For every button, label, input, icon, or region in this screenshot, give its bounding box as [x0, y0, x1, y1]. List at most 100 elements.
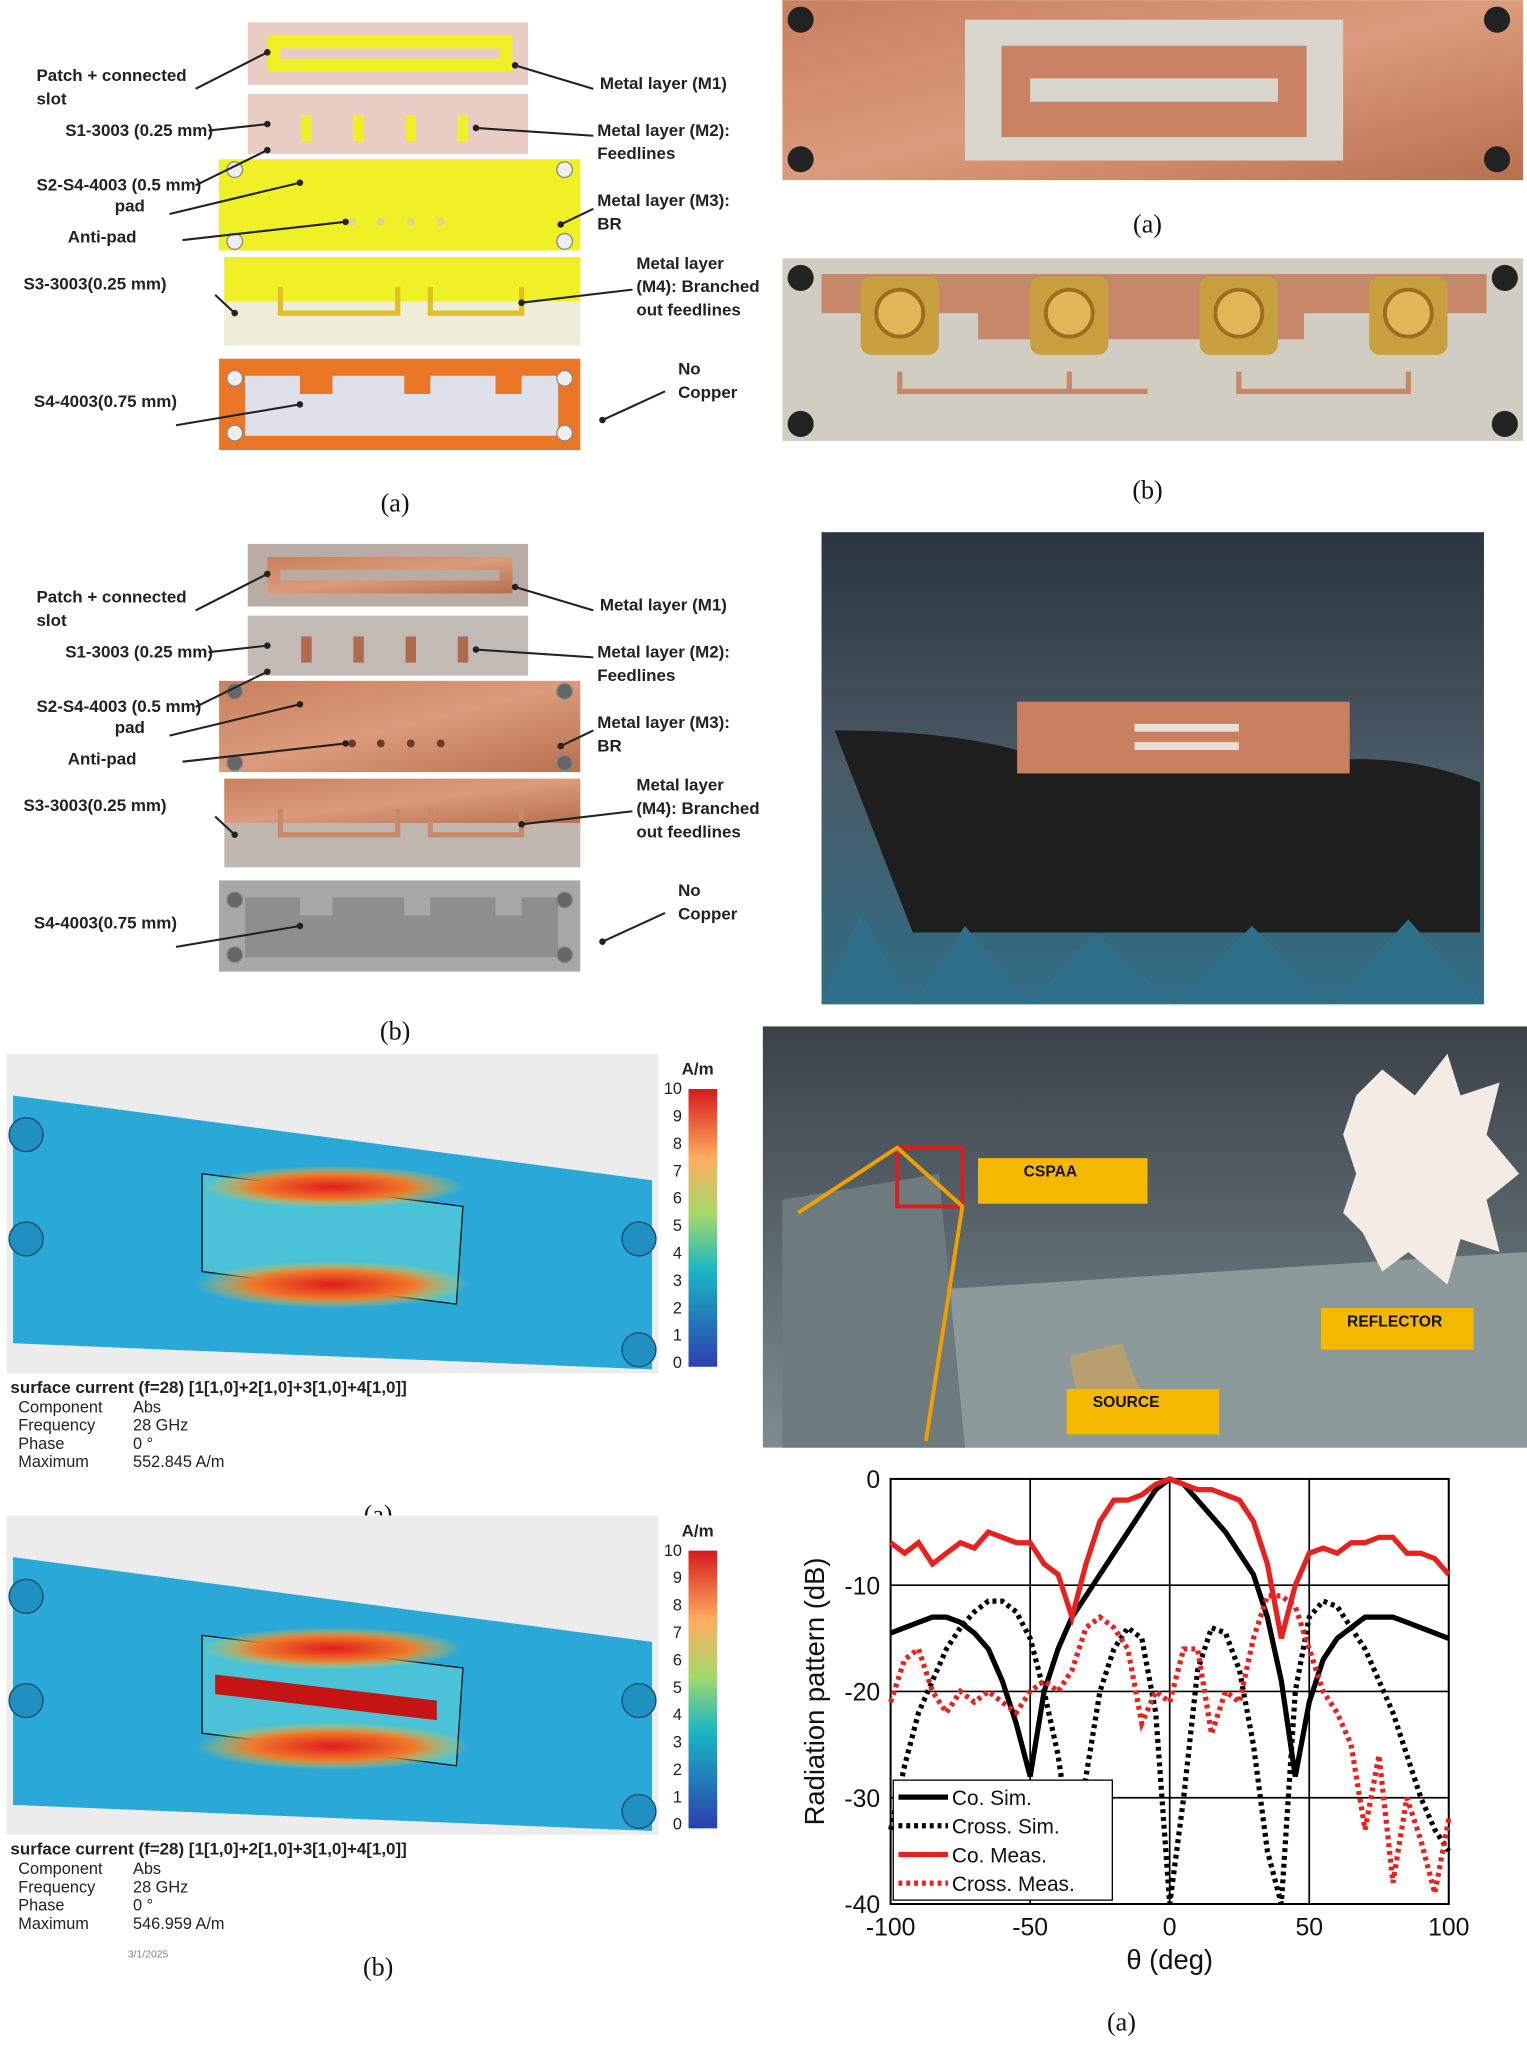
colorbar-tick: 5 — [673, 1217, 682, 1235]
sim-value: 552.845 A/m — [133, 1453, 225, 1471]
y-axis-label: Radiation pattern (dB) — [799, 1558, 830, 1826]
feed-pin — [405, 114, 416, 141]
arrowhead — [342, 740, 349, 747]
screw-hole — [226, 369, 244, 387]
copper-frame — [821, 273, 1487, 340]
colorbar-tick: 10 — [664, 1080, 682, 1098]
slot — [1030, 78, 1278, 102]
layer-label: No — [678, 881, 701, 900]
layer-label: Copper — [678, 383, 738, 402]
layer-m3 — [219, 159, 581, 251]
label-box — [978, 1158, 1148, 1204]
y-tick-label: -20 — [844, 1680, 880, 1707]
arrowhead — [296, 922, 304, 930]
colorbar-tick: 1 — [673, 1327, 682, 1345]
colorbar-tick: 3 — [673, 1734, 682, 1752]
layer-m4 — [224, 778, 581, 823]
layer-label: Metal layer (M1) — [600, 595, 727, 614]
tower — [782, 1173, 965, 1448]
arrow — [602, 912, 666, 943]
layer-label: S2-S4-4003 (0.5 mm) — [37, 697, 202, 716]
screw-hole — [226, 754, 244, 772]
feed-pin — [457, 114, 469, 141]
reflector — [1343, 1053, 1520, 1285]
arrowhead — [557, 742, 564, 750]
layer-label: Metal layer (M1) — [600, 74, 727, 93]
screw-hole — [556, 161, 574, 179]
screw — [1483, 146, 1511, 173]
arrow — [169, 181, 301, 216]
sim-key: Phase — [18, 1435, 64, 1453]
arrowhead — [264, 668, 271, 675]
feed-pin — [353, 114, 364, 141]
y-tick-label: -30 — [844, 1786, 880, 1813]
colorbar-tick: 7 — [673, 1162, 682, 1180]
screw-hole — [226, 891, 244, 909]
layer-label: S4-4003(0.75 mm) — [34, 392, 177, 411]
arrowhead — [518, 299, 525, 306]
feed-pin — [457, 636, 469, 663]
arrow — [182, 742, 346, 763]
colorbar-tick: 2 — [673, 1761, 682, 1779]
layer-label: Feedlines — [597, 666, 675, 685]
y-tick-label: -40 — [844, 1892, 880, 1919]
colorbar-unit: A/m — [682, 1521, 714, 1540]
sim-value: 0 ° — [133, 1897, 153, 1915]
arrow — [182, 220, 346, 242]
screw — [1483, 6, 1511, 33]
port — [621, 1332, 657, 1368]
current-hot — [202, 1627, 463, 1670]
x-tick-label: -50 — [1012, 1914, 1048, 1941]
cavity — [245, 375, 559, 436]
screw — [787, 6, 814, 33]
sim-value: 0 ° — [133, 1435, 153, 1453]
screw-hole — [556, 232, 574, 250]
layer-label: Metal layer (M3): — [597, 191, 730, 210]
arrowhead — [296, 179, 304, 186]
screw-hole — [226, 946, 244, 964]
slot — [280, 48, 500, 59]
arrowhead — [231, 309, 238, 317]
arrow — [175, 403, 301, 427]
screw-hole — [556, 754, 574, 772]
layer-label: Patch + connected — [37, 588, 187, 607]
floor — [782, 1252, 1527, 1448]
arrow — [521, 288, 633, 304]
arrow — [208, 644, 268, 654]
colorbar-tick: 3 — [673, 1272, 682, 1290]
layer-label: pad — [115, 196, 145, 215]
sim-key: Frequency — [18, 1417, 96, 1435]
arrow — [560, 729, 594, 747]
arrow — [475, 126, 594, 137]
screw — [787, 410, 814, 437]
layer-m2 — [247, 94, 529, 155]
caption: (a) — [1107, 2008, 1136, 2037]
arrow — [475, 648, 594, 659]
arrowhead — [472, 124, 480, 132]
layer-label: slot — [37, 89, 67, 108]
arrowhead — [264, 146, 271, 154]
screw-hole — [556, 946, 574, 964]
colorbar-tick: 7 — [673, 1624, 682, 1642]
colorbar-tick: 2 — [673, 1299, 682, 1317]
layer-label: BR — [597, 215, 621, 234]
current-hot — [202, 1165, 463, 1208]
label-box — [1320, 1308, 1474, 1350]
layer-label: pad — [115, 718, 145, 737]
layer-label: Metal layer — [636, 254, 724, 273]
legend-box — [892, 1779, 1113, 1901]
screw-hole — [556, 369, 574, 387]
connector-core — [874, 287, 926, 339]
colorbar-tick: 6 — [673, 1651, 682, 1669]
series-line — [889, 1476, 1451, 1640]
anti-pad — [406, 217, 415, 226]
layer-label: Metal layer (M2): — [597, 642, 730, 661]
arrowhead — [296, 701, 304, 708]
legend-label: Cross. Sim. — [952, 1816, 1060, 1839]
arrow — [175, 924, 301, 948]
colorbar-tick: 4 — [673, 1245, 682, 1263]
caption: (b) — [380, 1016, 410, 1045]
layer-label: S2-S4-4003 (0.5 mm) — [37, 176, 202, 195]
anti-pad — [376, 739, 385, 748]
